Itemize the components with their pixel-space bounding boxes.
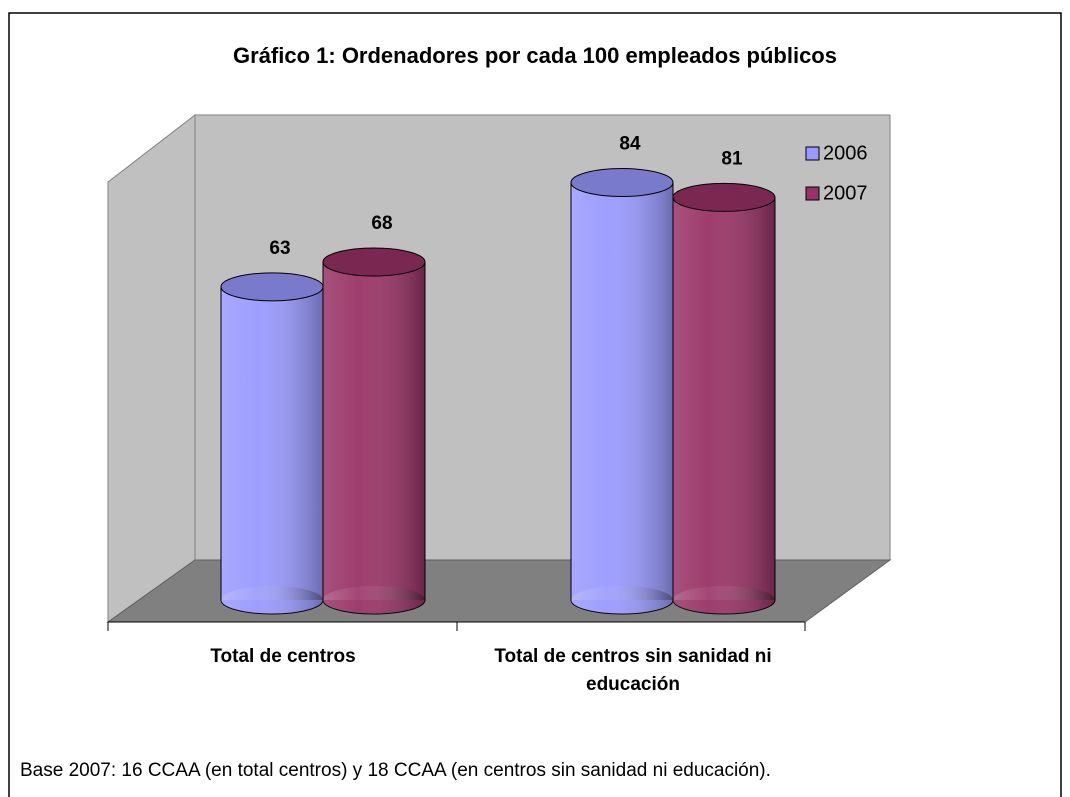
cylinder-base-shade — [323, 586, 425, 614]
cylinder-top-shade — [323, 248, 425, 277]
cylinder-top-shade — [571, 168, 673, 197]
legend-label: 2006 — [823, 142, 868, 164]
cylinder-shade — [673, 197, 775, 600]
x-tick-label: Total de centros sin sanidad ni educació… — [494, 646, 772, 695]
chart-title: Gráfico 1: Ordenadores por cada 100 empl… — [233, 43, 837, 68]
legend-swatch — [805, 186, 820, 201]
cylinder-shade — [221, 286, 323, 600]
cylinder-outline — [672, 197, 776, 600]
cylinder-top — [322, 247, 426, 277]
cylinder-shade — [571, 182, 673, 600]
x-tick-label: Total de centros — [210, 646, 356, 667]
frame — [8, 12, 1062, 797]
legend-swatch — [805, 146, 820, 161]
cylinder-shade — [323, 262, 425, 600]
side-wall — [107, 113, 196, 623]
cylinder-base-shade — [673, 586, 775, 614]
cylinder-base-shade — [221, 586, 323, 614]
cylinder-base-shade — [571, 586, 673, 614]
cylinder-top-shade — [221, 272, 323, 301]
value-label: 68 — [371, 213, 392, 234]
cylinder-top-shade — [673, 183, 775, 212]
value-label: 81 — [721, 148, 743, 169]
value-label: 84 — [619, 134, 641, 155]
legend-label: 2007 — [823, 182, 868, 204]
x-axis — [107, 621, 806, 631]
cylinder-top — [672, 182, 776, 212]
value-label: 63 — [269, 238, 290, 259]
cylinder-outline — [322, 262, 426, 600]
footnote: Base 2007: 16 CCAA (en total centros) y … — [20, 760, 771, 781]
cylinder-top — [570, 168, 674, 198]
